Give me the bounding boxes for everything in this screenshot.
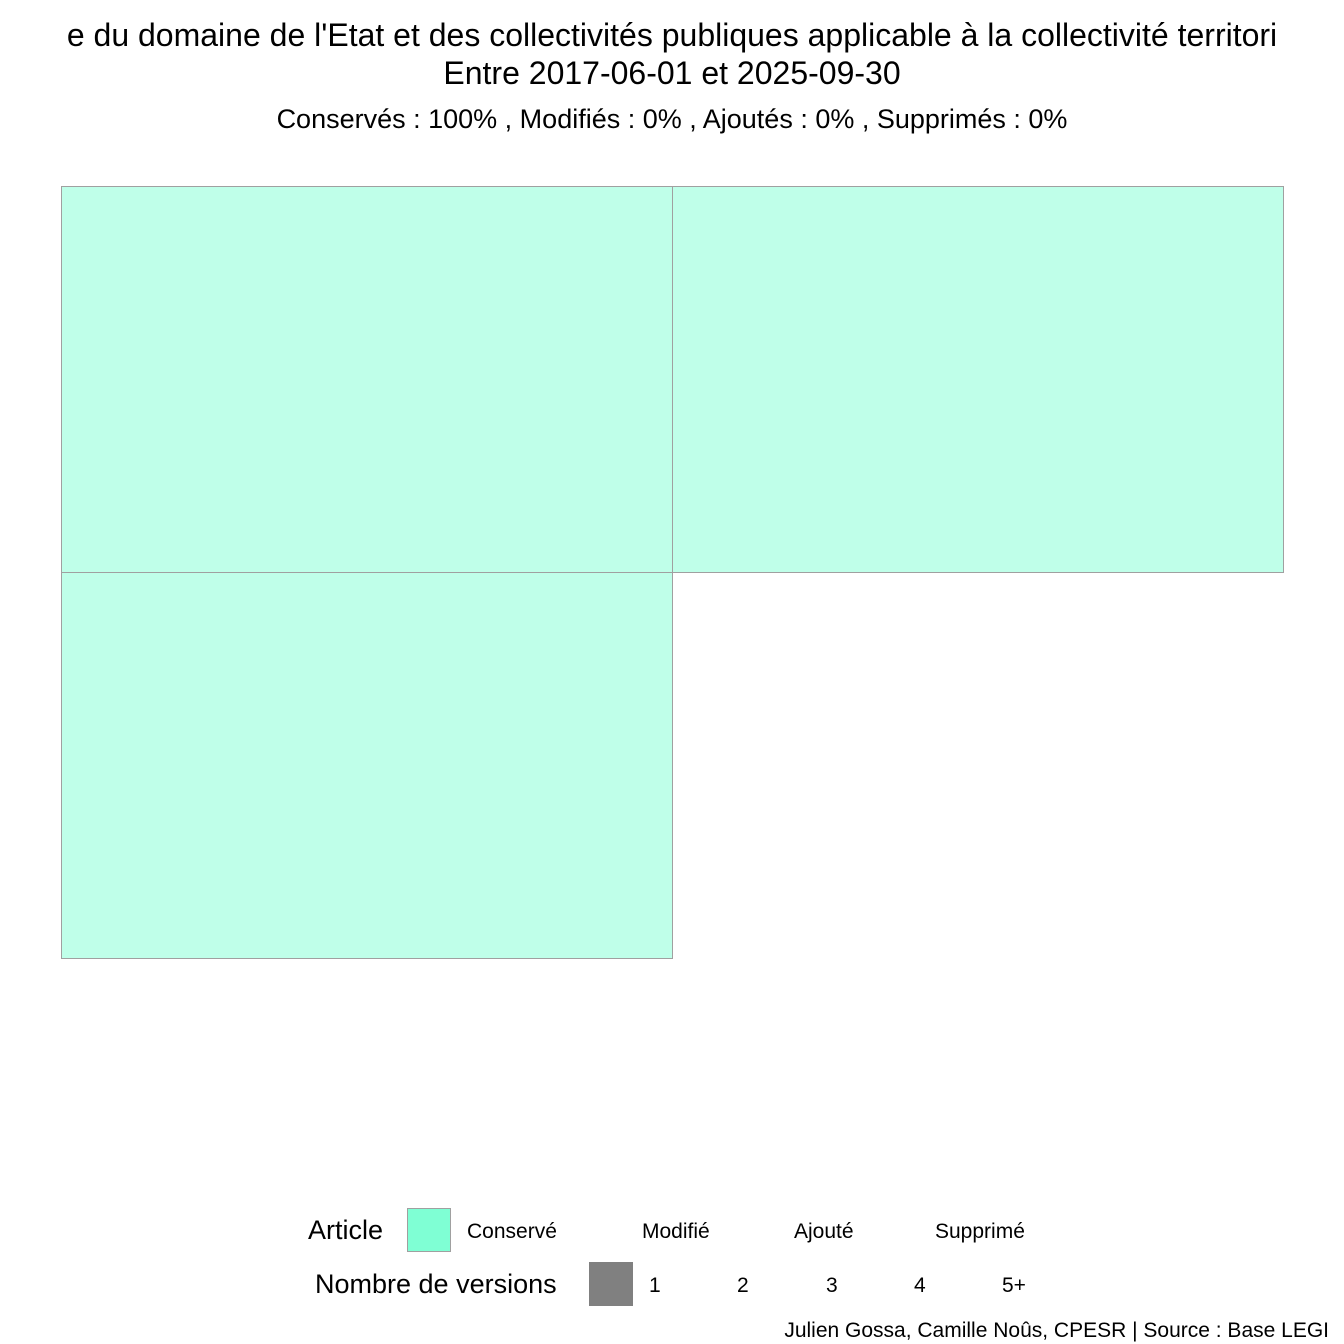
legend-versions-label-1: 1 bbox=[649, 1274, 661, 1297]
legend-versions-label-4: 4 bbox=[914, 1274, 926, 1297]
chart-title-line-2: Entre 2017-06-01 et 2025-09-30 bbox=[443, 55, 901, 91]
legend-article-title: Article bbox=[308, 1215, 384, 1245]
chart-title-line-1: e du domaine de l'Etat et des collectivi… bbox=[66, 17, 1278, 53]
legend-versions-label-2: 2 bbox=[737, 1274, 749, 1297]
legend-article-label-ajoute: Ajouté bbox=[794, 1220, 854, 1243]
legend-versions: Nombre de versions 1 2 3 4 5+ bbox=[0, 1262, 1344, 1306]
legend-article-label-modifie: Modifié bbox=[642, 1220, 710, 1243]
legend-article: Article Conservé Modifié Ajouté Supprimé bbox=[0, 1208, 1344, 1252]
legend-article-label-supprime: Supprimé bbox=[935, 1220, 1025, 1243]
legend-versions-label-5plus: 5+ bbox=[1002, 1274, 1026, 1297]
legend-versions-key bbox=[589, 1262, 633, 1306]
legend-versions-label-3: 3 bbox=[826, 1274, 838, 1297]
treemap-tile-1 bbox=[61, 186, 673, 573]
legend-article-label-conserve: Conservé bbox=[467, 1220, 557, 1243]
chart-caption: Julien Gossa, Camille Noûs, CPESR | Sour… bbox=[784, 1319, 1329, 1342]
treemap-tile-2 bbox=[672, 186, 1284, 573]
legend-article-key bbox=[407, 1208, 451, 1252]
legend-versions-title: Nombre de versions bbox=[315, 1269, 557, 1299]
chart-subtitle: Conservés : 100% , Modifiés : 0% , Ajout… bbox=[276, 104, 1068, 134]
treemap-tile-3 bbox=[61, 572, 673, 959]
treemap-plot bbox=[61, 186, 1284, 959]
